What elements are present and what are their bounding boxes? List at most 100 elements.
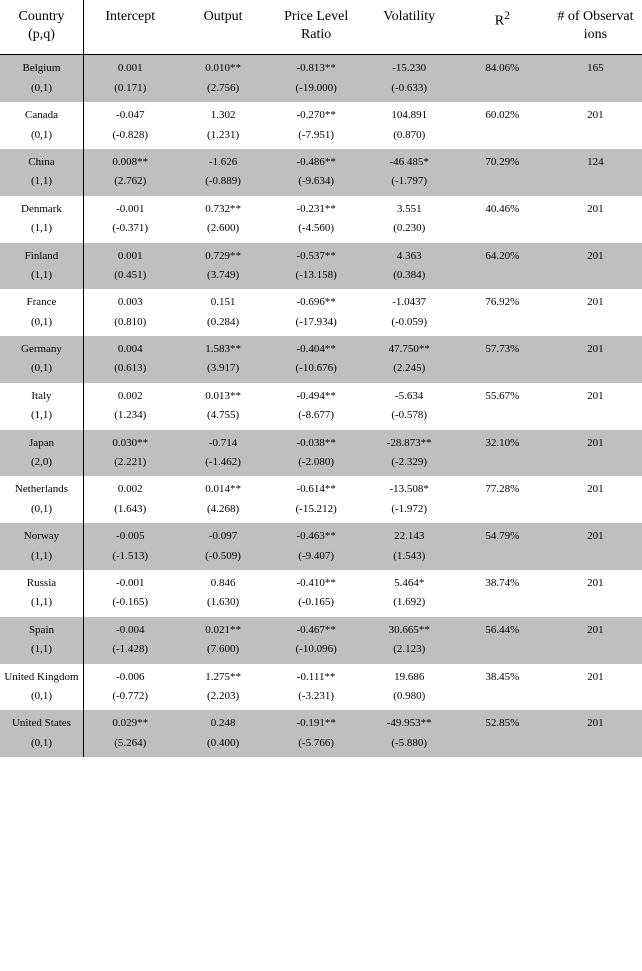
output-cell: 0.014**: [177, 476, 270, 499]
obs-cell: 201: [549, 710, 642, 733]
pq-cell: (1,1): [0, 219, 83, 242]
table-row: (1,1) (2.762) (-0.889) (-9.634) (-1.797): [0, 172, 642, 195]
intercept-cell: 0.008**: [83, 149, 176, 172]
table-row: Spain -0.004 0.021** -0.467** 30.665** 5…: [0, 617, 642, 640]
table-row: Canada -0.047 1.302 -0.270** 104.891 60.…: [0, 102, 642, 125]
output-t-cell: (-0.889): [177, 172, 270, 195]
volatility-cell: -15.230: [363, 55, 456, 79]
volatility-cell: 30.665**: [363, 617, 456, 640]
pq-cell: (1,1): [0, 266, 83, 289]
output-cell: 0.846: [177, 570, 270, 593]
pq-cell: (0,1): [0, 313, 83, 336]
r2-cell: 54.79%: [456, 523, 549, 546]
r2-blank: [456, 313, 549, 336]
country-cell: Norway: [0, 523, 83, 546]
pq-cell: (1,1): [0, 640, 83, 663]
price-t-cell: (-13.158): [270, 266, 363, 289]
obs-blank: [549, 500, 642, 523]
volatility-t-cell: (-1.797): [363, 172, 456, 195]
header-volatility: Volatility: [363, 0, 456, 55]
table-row: (0,1) (-0.828) (1.231) (-7.951) (0.870): [0, 126, 642, 149]
obs-blank: [549, 640, 642, 663]
volatility-t-cell: (-1.972): [363, 500, 456, 523]
price-cell: -0.111**: [270, 664, 363, 687]
table-row: (0,1) (1.643) (4.268) (-15.212) (-1.972): [0, 500, 642, 523]
output-cell: 0.010**: [177, 55, 270, 79]
r2-cell: 76.92%: [456, 289, 549, 312]
output-t-cell: (4.268): [177, 500, 270, 523]
output-cell: 0.248: [177, 710, 270, 733]
output-cell: 0.021**: [177, 617, 270, 640]
obs-cell: 201: [549, 523, 642, 546]
price-cell: -0.231**: [270, 196, 363, 219]
intercept-t-cell: (-1.428): [83, 640, 176, 663]
r2-blank: [456, 640, 549, 663]
header-row: Country (p,q) Intercept Output Price Lev…: [0, 0, 642, 55]
price-t-cell: (-2.080): [270, 453, 363, 476]
price-t-cell: (-9.634): [270, 172, 363, 195]
obs-blank: [549, 126, 642, 149]
table-row: (0,1) (-0.772) (2.203) (-3.231) (0.980): [0, 687, 642, 710]
r2-blank: [456, 453, 549, 476]
output-cell: 1.583**: [177, 336, 270, 359]
pq-cell: (0,1): [0, 359, 83, 382]
intercept-t-cell: (1.234): [83, 406, 176, 429]
obs-blank: [549, 547, 642, 570]
obs-blank: [549, 453, 642, 476]
obs-blank: [549, 687, 642, 710]
header-country: Country (p,q): [0, 0, 83, 55]
price-t-cell: (-19.000): [270, 79, 363, 102]
table-row: (1,1) (-1.428) (7.600) (-10.096) (2.123): [0, 640, 642, 663]
table-row: (0,1) (0.810) (0.284) (-17.934) (-0.059): [0, 313, 642, 336]
country-cell: China: [0, 149, 83, 172]
volatility-cell: 3.551: [363, 196, 456, 219]
price-cell: -0.270**: [270, 102, 363, 125]
price-cell: -0.410**: [270, 570, 363, 593]
r2-cell: 55.67%: [456, 383, 549, 406]
intercept-t-cell: (1.643): [83, 500, 176, 523]
table-row: (0,1) (0.171) (2.756) (-19.000) (-0.633): [0, 79, 642, 102]
price-cell: -0.463**: [270, 523, 363, 546]
output-t-cell: (3.749): [177, 266, 270, 289]
intercept-t-cell: (-0.828): [83, 126, 176, 149]
volatility-t-cell: (2.245): [363, 359, 456, 382]
output-t-cell: (1.231): [177, 126, 270, 149]
price-cell: -0.486**: [270, 149, 363, 172]
output-t-cell: (2.203): [177, 687, 270, 710]
intercept-cell: -0.001: [83, 570, 176, 593]
table-row: (1,1) (-1.513) (-0.509) (-9.407) (1.543): [0, 547, 642, 570]
price-cell: -0.038**: [270, 430, 363, 453]
table-row: (0,1) (5.264) (0.400) (-5.766) (-5.880): [0, 734, 642, 757]
intercept-cell: 0.004: [83, 336, 176, 359]
output-t-cell: (0.284): [177, 313, 270, 336]
pq-cell: (1,1): [0, 547, 83, 570]
country-cell: Finland: [0, 243, 83, 266]
volatility-t-cell: (-2.329): [363, 453, 456, 476]
volatility-t-cell: (-5.880): [363, 734, 456, 757]
table-row: Netherlands 0.002 0.014** -0.614** -13.5…: [0, 476, 642, 499]
country-cell: Germany: [0, 336, 83, 359]
price-cell: -0.467**: [270, 617, 363, 640]
output-t-cell: (2.756): [177, 79, 270, 102]
table-row: Russia -0.001 0.846 -0.410** 5.464* 38.7…: [0, 570, 642, 593]
table-row: (1,1) (1.234) (4.755) (-8.677) (-0.578): [0, 406, 642, 429]
regression-table: Country (p,q) Intercept Output Price Lev…: [0, 0, 642, 757]
output-cell: -0.714: [177, 430, 270, 453]
volatility-cell: -49.953**: [363, 710, 456, 733]
country-cell: United Kingdom: [0, 664, 83, 687]
table-row: United Kingdom -0.006 1.275** -0.111** 1…: [0, 664, 642, 687]
volatility-t-cell: (2.123): [363, 640, 456, 663]
price-t-cell: (-4.560): [270, 219, 363, 242]
country-cell: Belgium: [0, 55, 83, 79]
price-cell: -0.813**: [270, 55, 363, 79]
pq-cell: (2,0): [0, 453, 83, 476]
price-t-cell: (-3.231): [270, 687, 363, 710]
volatility-cell: -13.508*: [363, 476, 456, 499]
price-t-cell: (-5.766): [270, 734, 363, 757]
price-t-cell: (-17.934): [270, 313, 363, 336]
obs-cell: 201: [549, 289, 642, 312]
r2-blank: [456, 734, 549, 757]
pq-cell: (1,1): [0, 406, 83, 429]
obs-blank: [549, 406, 642, 429]
volatility-cell: 19.686: [363, 664, 456, 687]
